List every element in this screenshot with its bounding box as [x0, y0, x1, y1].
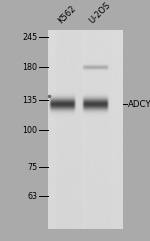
Text: 75: 75: [27, 163, 38, 172]
Text: 100: 100: [22, 126, 38, 135]
Text: 180: 180: [22, 63, 38, 72]
Text: 63: 63: [27, 192, 38, 201]
Text: U-2OS: U-2OS: [87, 0, 112, 25]
Text: K562: K562: [56, 4, 77, 25]
Text: 245: 245: [22, 33, 38, 42]
Text: ADCY7: ADCY7: [128, 100, 150, 109]
Text: 135: 135: [22, 95, 38, 105]
